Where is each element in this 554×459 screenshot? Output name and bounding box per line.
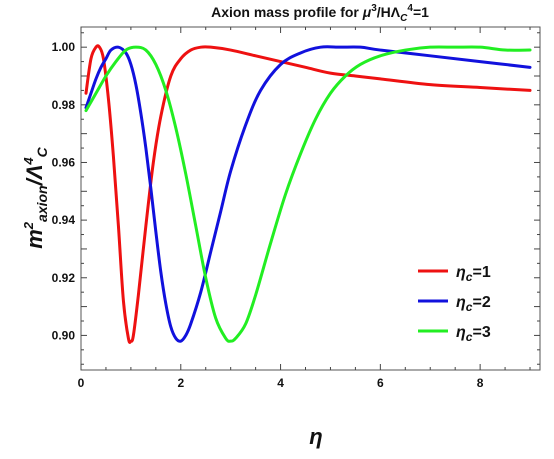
y-tick-label: 0.98 [52,98,76,112]
legend-label: ηc=3 [456,324,491,344]
legend: ηc=1 ηc=2 ηc=3 [418,264,491,344]
legend-label: ηc=2 [456,294,491,314]
y-tick-label: 1.00 [52,40,76,54]
x-tick-label: 2 [177,376,184,390]
x-tick-label: 8 [477,376,484,390]
chart-title: Axion mass profile for μ3/HΛC4=1 [211,3,429,24]
x-tick-label: 4 [277,376,284,390]
x-axis-label: η [309,424,322,449]
series-line-eta-c-2 [84,45,532,343]
y-tick-label: 0.96 [52,155,76,169]
x-tick-label: 0 [78,376,85,390]
plot-frame [80,26,541,371]
series-group [84,44,532,344]
tick-labels: 0 2 4 6 8 0.90 0.92 0.94 0.96 0.98 1.00 [52,40,484,390]
y-tick-label: 0.94 [52,213,76,227]
x-tick-label: 6 [377,376,384,390]
axis-ticks [80,27,540,370]
series-line-eta-c-3 [84,45,532,343]
legend-label: ηc=1 [456,264,491,284]
y-tick-label: 0.92 [52,271,76,285]
series-line-eta-c-1 [84,44,532,344]
y-tick-label: 0.90 [52,328,76,342]
y-axis-label: m2axion/Λ4C [21,146,50,248]
